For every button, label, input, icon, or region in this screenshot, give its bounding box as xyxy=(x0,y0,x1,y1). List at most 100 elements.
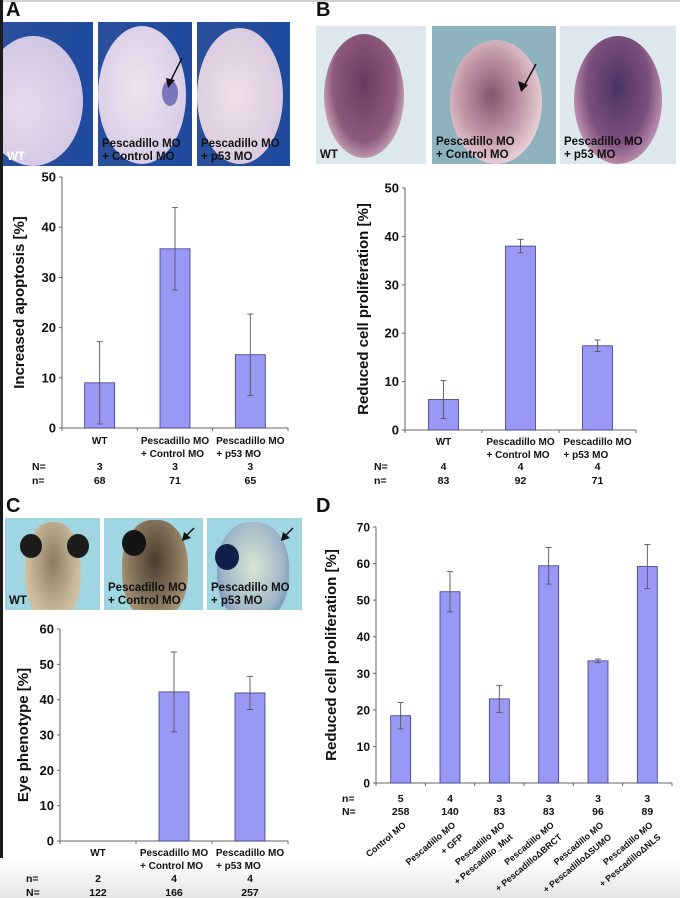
arrow-icon xyxy=(166,57,183,88)
count-row-label: N= xyxy=(32,461,46,473)
y-tick-label: 40 xyxy=(42,220,56,235)
count-value: 83 xyxy=(493,806,505,818)
bar xyxy=(538,565,560,784)
y-tick-label: 20 xyxy=(357,703,371,717)
y-tick-label: 0 xyxy=(392,423,399,438)
embryo-image xyxy=(450,40,542,164)
panel-letter-d: D xyxy=(316,495,331,517)
photo-caption: Pescadillo MO + Control MO xyxy=(436,136,515,161)
embryo-image xyxy=(197,28,283,164)
y-axis-label: Reduced cell proliferation [%] xyxy=(355,203,372,415)
count-row-label: n= xyxy=(32,475,45,487)
x-category-label: + p53 MO xyxy=(216,449,261,460)
eye-left xyxy=(20,534,42,558)
count-row-label: N= xyxy=(374,461,388,473)
count-value: 83 xyxy=(543,806,555,818)
eye-right xyxy=(67,534,89,558)
embryo-image xyxy=(574,36,662,164)
photo-b-wt: WT xyxy=(316,26,426,164)
y-tick-label: 10 xyxy=(357,740,371,754)
y-tick-label: 40 xyxy=(357,630,371,644)
count-value: 71 xyxy=(592,475,604,487)
stain-spot xyxy=(162,80,178,106)
x-category-label: Control MO xyxy=(364,820,408,859)
count-value: 71 xyxy=(169,475,181,487)
photo-c-pescadillo-p53: Pescadillo MO + p53 MO xyxy=(207,518,302,610)
count-value: 4 xyxy=(171,873,177,885)
y-tick-label: 40 xyxy=(385,229,399,244)
y-tick-label: 0 xyxy=(47,834,54,849)
count-value: 3 xyxy=(496,793,502,805)
count-value: 4 xyxy=(247,873,253,885)
count-value: 258 xyxy=(392,806,410,818)
x-category-label: Pescadillo MO xyxy=(141,436,210,447)
count-value: 3 xyxy=(644,793,650,805)
count-value: 5 xyxy=(398,793,404,805)
count-value: 92 xyxy=(515,475,527,487)
count-value: 140 xyxy=(441,806,459,818)
bar xyxy=(439,591,461,784)
photo-caption: Pescadillo MO + p53 MO xyxy=(211,582,290,607)
x-category-label: Pescadillo MO xyxy=(216,436,285,447)
count-row-label: n= xyxy=(342,793,355,805)
count-row-label: n= xyxy=(26,873,39,885)
count-value: 96 xyxy=(592,806,604,818)
count-value: 4 xyxy=(595,461,601,473)
x-category-label: + Control MO xyxy=(140,861,203,872)
panel-letter-c: C xyxy=(6,495,21,517)
x-category-label: + Control MO xyxy=(487,450,550,461)
count-row-label: n= xyxy=(374,475,387,487)
y-axis-label: Reduced cell proliferation [%] xyxy=(323,549,340,761)
y-tick-label: 0 xyxy=(49,421,56,436)
y-tick-label: 10 xyxy=(385,374,399,389)
arrow-icon xyxy=(518,63,537,92)
photo-a-wt: WT xyxy=(3,22,93,166)
x-category-label: Pescadillo MO xyxy=(486,437,555,448)
y-tick-label: 40 xyxy=(40,692,54,707)
y-tick-label: 70 xyxy=(357,521,371,535)
y-tick-label: 30 xyxy=(40,728,54,743)
x-category-label: + Control MO xyxy=(141,449,204,460)
y-axis-label: Increased apoptosis [%] xyxy=(11,216,28,389)
x-category-label: Pescadillo MO xyxy=(563,437,632,448)
photo-b-pescadillo-control: Pescadillo MO + Control MO xyxy=(432,26,556,164)
photo-a-pescadillo-control: Pescadillo MO + Control MO xyxy=(98,22,192,166)
bar xyxy=(234,692,266,842)
count-value: 4 xyxy=(447,793,453,805)
arrow-icon xyxy=(182,527,195,541)
count-value: 3 xyxy=(546,793,552,805)
photo-caption: Pescadillo MO + Control MO xyxy=(102,138,181,163)
y-tick-label: 20 xyxy=(40,763,54,778)
bottom-shading xyxy=(0,858,680,898)
photo-b-pescadillo-p53: Pescadillo MO + p53 MO xyxy=(560,26,676,164)
x-category-label: WT xyxy=(92,436,108,447)
bar xyxy=(636,566,658,784)
photo-caption: WT xyxy=(9,595,27,607)
panel-letter-b: B xyxy=(316,0,331,21)
y-tick-label: 50 xyxy=(42,170,56,185)
y-tick-label: 60 xyxy=(40,622,54,637)
panel-letter-a: A xyxy=(6,0,21,21)
eye xyxy=(122,530,146,556)
embryo-image xyxy=(3,36,83,166)
count-value: 3 xyxy=(595,793,601,805)
count-value: 89 xyxy=(641,806,653,818)
y-tick-label: 60 xyxy=(357,557,371,571)
bar xyxy=(587,660,609,784)
y-tick-label: 0 xyxy=(363,777,370,791)
x-category-label: WT xyxy=(90,848,106,859)
count-value: 166 xyxy=(165,887,183,898)
count-value: 3 xyxy=(97,461,103,473)
count-row-label: N= xyxy=(26,887,40,898)
y-tick-label: 10 xyxy=(42,370,56,385)
left-border xyxy=(0,0,3,898)
count-value: 122 xyxy=(89,887,107,898)
y-tick-label: 30 xyxy=(385,277,399,292)
arrow-icon xyxy=(281,527,294,541)
y-tick-label: 30 xyxy=(42,270,56,285)
photo-caption: WT xyxy=(320,149,338,161)
y-tick-label: 50 xyxy=(40,657,54,672)
eye xyxy=(215,544,239,570)
